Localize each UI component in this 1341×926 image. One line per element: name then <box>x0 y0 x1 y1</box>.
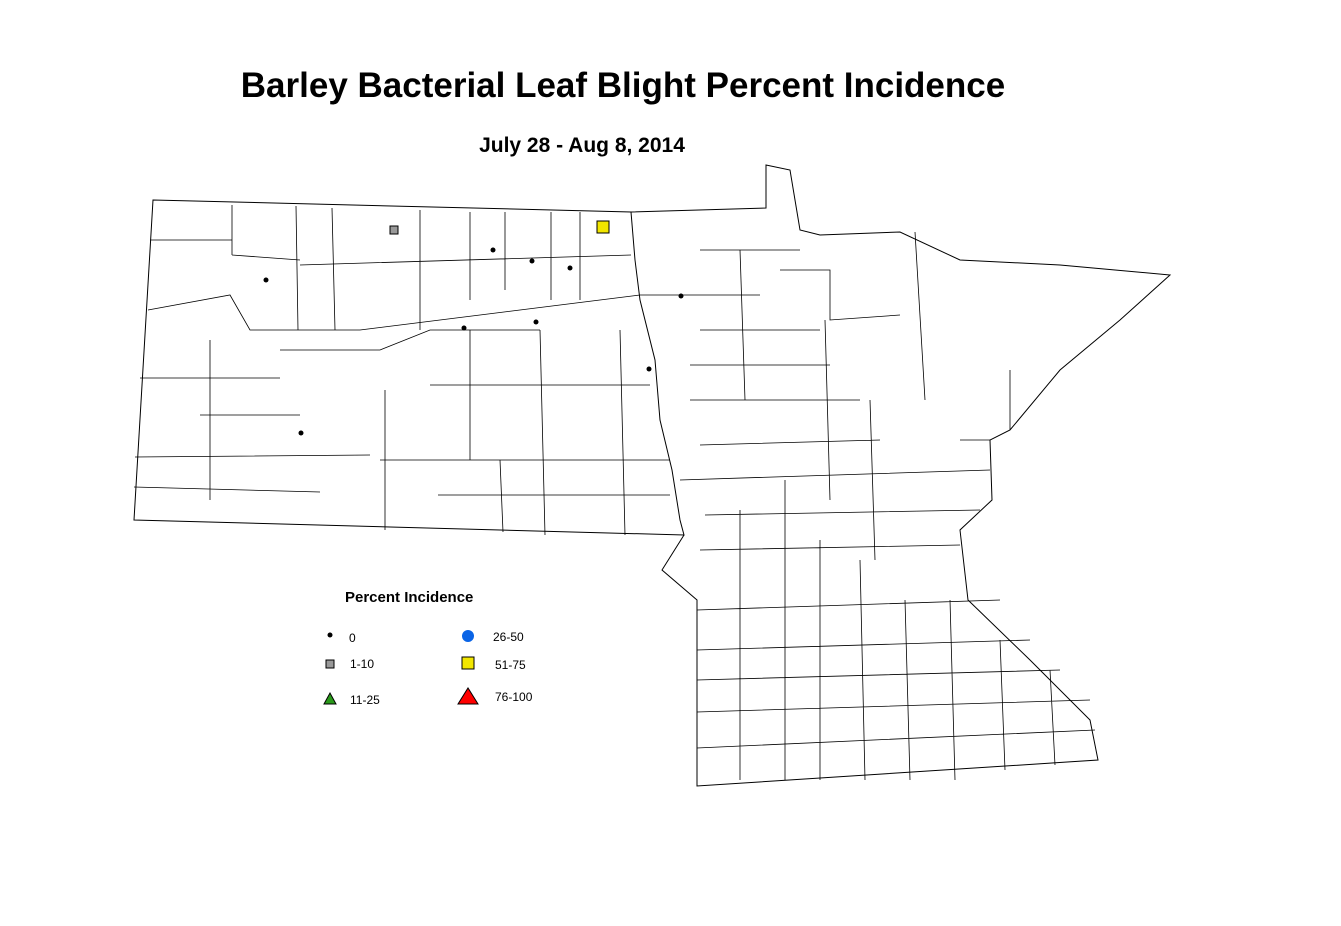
legend-label: 51-75 <box>495 658 526 672</box>
legend-symbol <box>325 659 335 669</box>
site-51-75 <box>596 220 610 234</box>
legend-label: 1-10 <box>350 657 374 671</box>
site-0 <box>567 265 573 271</box>
legend-symbol <box>323 691 337 705</box>
title: Barley Bacterial Leaf Blight Percent Inc… <box>241 66 1005 105</box>
site-1-10 <box>389 225 399 235</box>
site-0 <box>298 430 304 436</box>
sites <box>263 220 684 436</box>
legend-symbol <box>327 632 333 638</box>
site-0 <box>529 258 535 264</box>
state-outlines <box>133 164 1172 787</box>
legend-label: 0 <box>349 631 356 645</box>
site-0 <box>461 325 467 331</box>
site-0 <box>646 366 652 372</box>
site-0 <box>533 319 539 325</box>
legend-label: 76-100 <box>495 690 533 704</box>
legend: Percent Incidence 0 1-10 11-25 26-50 51-… <box>323 589 533 707</box>
legend-label: 11-25 <box>350 693 380 707</box>
county-lines <box>133 205 1096 781</box>
site-0 <box>678 293 684 299</box>
subtitle: July 28 - Aug 8, 2014 <box>479 134 685 157</box>
legend-label: 26-50 <box>493 630 524 644</box>
legend-symbol <box>461 656 475 670</box>
legend-title: Percent Incidence <box>345 589 473 606</box>
site-0 <box>263 277 269 283</box>
legend-symbol <box>462 630 474 642</box>
site-0 <box>490 247 496 253</box>
legend-symbol <box>457 687 479 705</box>
